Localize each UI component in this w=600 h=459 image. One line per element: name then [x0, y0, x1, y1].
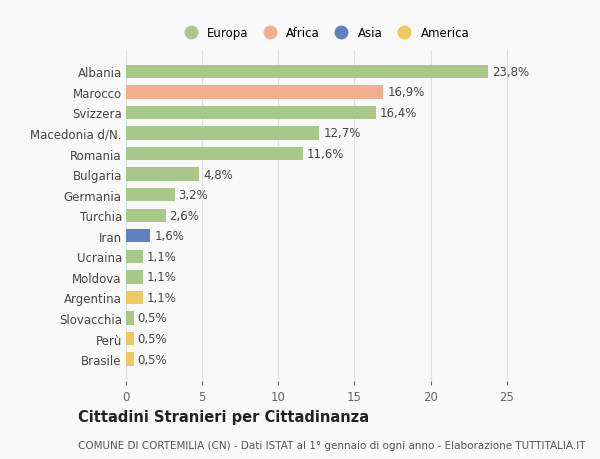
- Text: 1,1%: 1,1%: [146, 271, 176, 284]
- Bar: [126, 312, 134, 325]
- Text: 11,6%: 11,6%: [307, 148, 344, 161]
- Bar: [126, 250, 143, 263]
- Bar: [126, 86, 383, 99]
- Bar: [126, 106, 376, 120]
- Bar: [126, 291, 143, 304]
- Bar: [126, 189, 175, 202]
- Text: 23,8%: 23,8%: [493, 66, 529, 78]
- Text: 0,5%: 0,5%: [137, 312, 167, 325]
- Bar: [126, 168, 199, 181]
- Text: 16,9%: 16,9%: [387, 86, 425, 99]
- Text: 1,1%: 1,1%: [146, 250, 176, 263]
- Text: 0,5%: 0,5%: [137, 353, 167, 366]
- Bar: [126, 353, 134, 366]
- Text: COMUNE DI CORTEMILIA (CN) - Dati ISTAT al 1° gennaio di ogni anno - Elaborazione: COMUNE DI CORTEMILIA (CN) - Dati ISTAT a…: [78, 440, 586, 450]
- Text: 4,8%: 4,8%: [203, 168, 233, 181]
- Text: Cittadini Stranieri per Cittadinanza: Cittadini Stranieri per Cittadinanza: [78, 409, 369, 425]
- Text: 1,1%: 1,1%: [146, 291, 176, 304]
- Bar: [126, 332, 134, 346]
- Bar: [126, 127, 319, 140]
- Bar: [126, 230, 151, 243]
- Text: 12,7%: 12,7%: [323, 127, 361, 140]
- Text: 3,2%: 3,2%: [179, 189, 208, 202]
- Bar: [126, 66, 488, 79]
- Bar: [126, 209, 166, 223]
- Text: 1,6%: 1,6%: [154, 230, 184, 243]
- Text: 16,4%: 16,4%: [380, 106, 417, 120]
- Text: 0,5%: 0,5%: [137, 332, 167, 345]
- Bar: [126, 271, 143, 284]
- Bar: [126, 147, 302, 161]
- Text: 2,6%: 2,6%: [169, 209, 199, 222]
- Legend: Europa, Africa, Asia, America: Europa, Africa, Asia, America: [175, 23, 473, 43]
